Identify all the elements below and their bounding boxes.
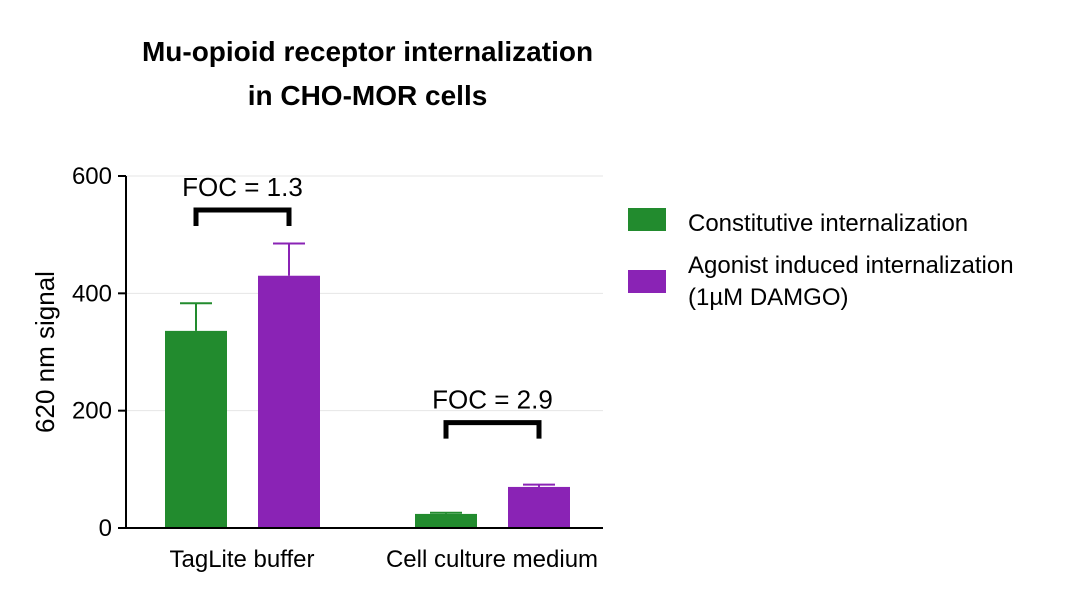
legend-swatch-agonist bbox=[628, 270, 666, 293]
y-tick-label: 400 bbox=[72, 280, 112, 307]
legend-item-agonist: Agonist induced internalization (1µM DAM… bbox=[628, 250, 1014, 314]
y-tick-label: 0 bbox=[99, 515, 112, 542]
bar bbox=[508, 486, 570, 528]
y-axis-label: 620 nm signal bbox=[30, 271, 60, 433]
legend-label-agonist-line-2: (1µM DAMGO) bbox=[688, 284, 849, 311]
bar bbox=[165, 330, 227, 528]
foc-bracket bbox=[193, 207, 292, 226]
y-tick-label: 200 bbox=[72, 398, 112, 425]
legend-label-constitutive: Constitutive internalization bbox=[688, 210, 969, 237]
chart-title-line-2: in CHO-MOR cells bbox=[247, 80, 488, 111]
bar bbox=[415, 513, 477, 528]
x-tick-label: Cell culture medium bbox=[386, 546, 598, 573]
axes: 0 200 400 600 TagLite buffer Cell culture med… bbox=[72, 163, 603, 573]
legend: Constitutive internalization Agonist ind… bbox=[628, 208, 1014, 324]
error-bars bbox=[180, 242, 555, 514]
y-tick-label: 600 bbox=[72, 163, 112, 190]
foc-label: FOC = 2.9 bbox=[432, 385, 553, 415]
foc-bracket bbox=[443, 420, 542, 439]
legend-label-agonist-line-1: Agonist induced internalization bbox=[688, 252, 1014, 279]
chart-title-line-1: Mu-opioid receptor internalization bbox=[141, 36, 594, 67]
chart-title: Mu-opioid receptor internalization in CH… bbox=[60, 30, 675, 118]
legend-swatch-constitutive bbox=[628, 208, 666, 231]
x-tick-label: TagLite buffer bbox=[170, 546, 315, 573]
legend-item-constitutive: Constitutive internalization bbox=[628, 208, 1014, 240]
bars bbox=[165, 275, 570, 528]
foc-brackets: FOC = 1.3 FOC = 2.9 bbox=[182, 172, 553, 439]
foc-label: FOC = 1.3 bbox=[182, 172, 303, 202]
bar bbox=[258, 275, 320, 528]
